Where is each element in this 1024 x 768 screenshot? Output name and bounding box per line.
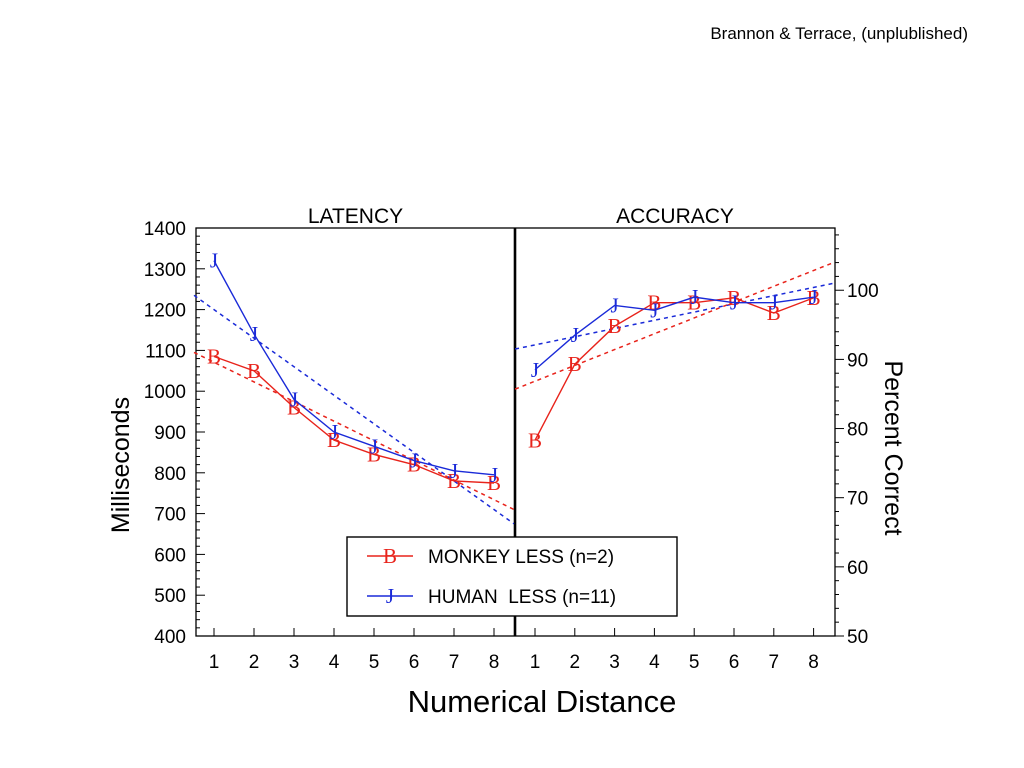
- data-point-marker: J: [450, 459, 458, 483]
- axis-titles: Numerical Distance Milliseconds Percent Co…: [107, 360, 907, 719]
- x-tick-label: 7: [449, 652, 460, 673]
- data-point-marker: B: [487, 471, 501, 495]
- data-point-marker: J: [650, 298, 658, 322]
- y-tick-label: 1200: [144, 301, 186, 322]
- trend-line: [514, 282, 834, 350]
- trend-line: [514, 261, 834, 390]
- x-tick-label: 2: [570, 652, 581, 673]
- x-tick-label: 3: [609, 652, 620, 673]
- data-point-marker: B: [327, 428, 341, 452]
- data-point-marker: B: [608, 314, 622, 338]
- x-tick-label: 4: [329, 652, 340, 673]
- data-point-marker: J: [810, 285, 818, 309]
- x-tick-label: 2: [249, 652, 260, 673]
- x-tick-label: 6: [409, 652, 420, 673]
- data-point-marker: J: [730, 291, 738, 315]
- latency-panel: 400 500 600 700 800 900 1000 1100 1200 1300 1400 LA…: [144, 205, 515, 648]
- x-tick-label: 1: [209, 652, 220, 673]
- legend-marker: J: [386, 584, 394, 608]
- data-point-marker: B: [247, 359, 261, 383]
- y-tick-label: 1100: [145, 341, 186, 362]
- x-tick-label: 6: [729, 652, 740, 673]
- x-tick-label: 7: [769, 652, 780, 673]
- y-tick-label: 100: [847, 281, 879, 302]
- data-point-marker: J: [250, 322, 258, 346]
- y-axis-title-left: Milliseconds: [107, 397, 135, 533]
- trend-line: [193, 351, 515, 511]
- series-line: [534, 296, 814, 371]
- y-tick-label: 1400: [144, 219, 186, 240]
- x-tick-label: 3: [289, 652, 300, 673]
- x-tick-label: 8: [808, 652, 819, 673]
- y-tick-label: 90: [847, 350, 868, 371]
- y-axis-title-right: Percent Correct: [879, 360, 907, 535]
- y-tick-label: 600: [154, 545, 186, 566]
- series-line: [213, 355, 495, 484]
- x-tick-label: 8: [489, 652, 500, 673]
- y-tick-label: 50: [847, 627, 868, 648]
- data-point-marker: J: [290, 387, 298, 411]
- y-tick-label: 800: [154, 464, 186, 485]
- data-point-marker: J: [571, 323, 579, 347]
- source-credit: Brannon & Terrace, (unplublished): [710, 24, 968, 43]
- legend-label: HUMAN LESS (n=11): [428, 587, 616, 608]
- data-point-marker: J: [330, 420, 338, 444]
- data-point-marker: B: [528, 428, 542, 452]
- data-point-marker: B: [207, 345, 221, 369]
- legend-marker: B: [383, 544, 397, 568]
- data-point-marker: J: [770, 291, 778, 315]
- trend-line: [193, 294, 515, 525]
- series-line: [534, 297, 814, 441]
- x-tick-label: 1: [530, 652, 541, 673]
- y-tick-label: 1300: [144, 260, 186, 281]
- data-point-marker: B: [687, 291, 701, 315]
- y-tick-label: 400: [154, 627, 186, 648]
- data-point-marker: J: [490, 463, 498, 487]
- y-tick-label: 700: [154, 505, 186, 526]
- y-tick-label: 500: [154, 586, 186, 607]
- y-tick-label: 70: [847, 489, 868, 510]
- y-tick-label: 900: [154, 423, 186, 444]
- legend-label: MONKEY LESS (n=2): [428, 547, 614, 568]
- x-tick-label: 5: [689, 652, 700, 673]
- x-axis-title: Numerical Distance: [408, 684, 677, 719]
- series-line: [213, 260, 495, 476]
- legend-box: [346, 536, 678, 617]
- data-point-marker: J: [531, 358, 539, 382]
- x-tick-label: 4: [649, 652, 660, 673]
- x-tick-label: 5: [369, 652, 380, 673]
- data-point-marker: J: [611, 293, 619, 317]
- data-point-marker: B: [447, 469, 461, 493]
- data-point-marker: B: [727, 286, 741, 310]
- y-tick-label: 60: [847, 558, 868, 579]
- data-point-marker: J: [210, 249, 218, 273]
- legend: B MONKEY LESS (n=2) J HUMAN LESS (n=11): [346, 536, 678, 617]
- y-tick-label: 80: [847, 420, 868, 441]
- data-point-marker: J: [410, 449, 418, 473]
- data-point-marker: J: [370, 434, 378, 458]
- x-axes: 1 2 3 4 5 6 7 8 1 2 3 4 5 6 7 8: [209, 628, 819, 673]
- data-point-marker: J: [690, 285, 698, 309]
- data-point-marker: B: [367, 442, 381, 466]
- data-point-marker: B: [568, 352, 582, 376]
- data-point-marker: B: [767, 301, 781, 325]
- panel-title: ACCURACY: [616, 205, 734, 228]
- y-tick-label: 1000: [144, 382, 186, 403]
- panel-title: LATENCY: [308, 205, 403, 228]
